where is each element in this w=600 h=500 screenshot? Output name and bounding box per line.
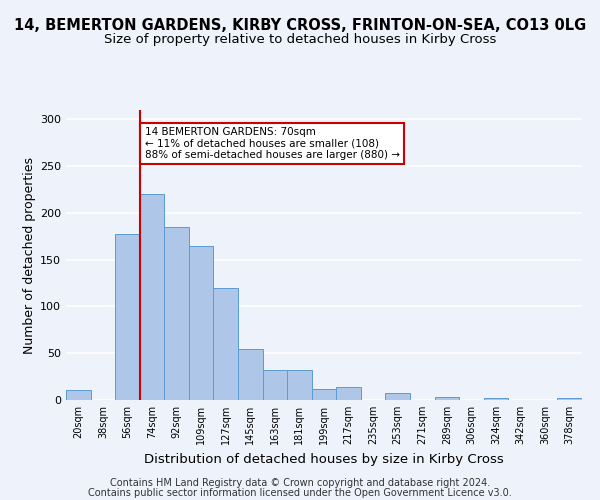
Y-axis label: Number of detached properties: Number of detached properties — [23, 156, 36, 354]
Bar — [385, 392, 410, 400]
Bar — [484, 398, 508, 400]
Bar — [434, 397, 459, 400]
Bar — [189, 246, 214, 400]
Text: 14, BEMERTON GARDENS, KIRBY CROSS, FRINTON-ON-SEA, CO13 0LG: 14, BEMERTON GARDENS, KIRBY CROSS, FRINT… — [14, 18, 586, 32]
Bar — [214, 288, 238, 400]
Bar — [238, 348, 263, 400]
Text: Contains HM Land Registry data © Crown copyright and database right 2024.: Contains HM Land Registry data © Crown c… — [110, 478, 490, 488]
Text: Size of property relative to detached houses in Kirby Cross: Size of property relative to detached ho… — [104, 32, 496, 46]
Text: 14 BEMERTON GARDENS: 70sqm
← 11% of detached houses are smaller (108)
88% of sem: 14 BEMERTON GARDENS: 70sqm ← 11% of deta… — [145, 127, 400, 160]
Bar — [263, 370, 287, 400]
Bar — [312, 389, 336, 400]
Bar — [115, 234, 140, 400]
Bar — [66, 390, 91, 400]
Bar — [287, 370, 312, 400]
Bar — [140, 194, 164, 400]
Bar — [164, 227, 189, 400]
Bar — [557, 398, 582, 400]
Text: Contains public sector information licensed under the Open Government Licence v3: Contains public sector information licen… — [88, 488, 512, 498]
X-axis label: Distribution of detached houses by size in Kirby Cross: Distribution of detached houses by size … — [144, 452, 504, 466]
Bar — [336, 387, 361, 400]
